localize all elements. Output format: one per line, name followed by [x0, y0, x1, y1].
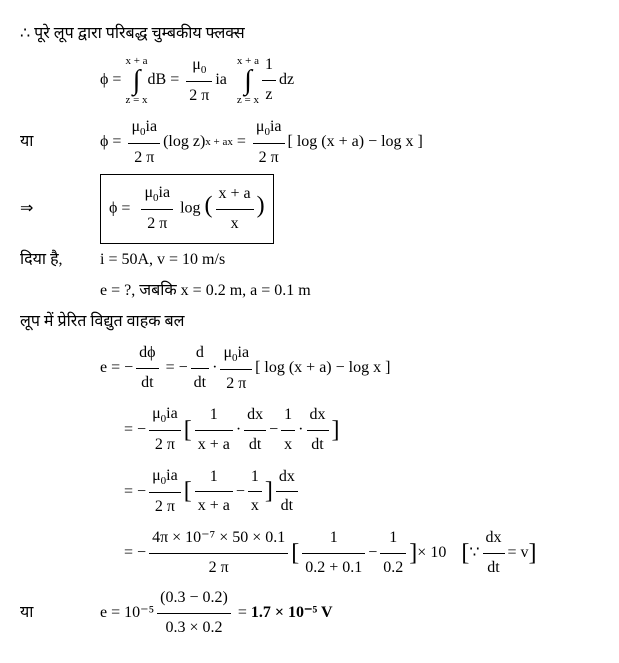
given2: e = ?, जबकि x = 0.2 m, a = 0.1 m — [100, 277, 600, 306]
eq6: =− μ0ia2 π [ 1x + a − 1x ] dxdt — [120, 462, 600, 522]
eq1: ϕ= x + a∫z = x dB= μ02 π ia x + a∫z = x … — [100, 51, 600, 111]
eq5: =− μ0ia2 π [ 1x + a· dxdt − 1x· dxdt ] — [120, 400, 600, 460]
eq2: या ϕ= μ0ia2 π (log z)x + ax = μ0ia2 π [ … — [20, 113, 600, 173]
eq4: e=− dϕdt =− ddt· μ0ia2 π [ log (x + a) −… — [100, 339, 600, 399]
eq7: =− 4π × 10⁻⁷ × 50 × 0.12 π [ 10.2 + 0.1 … — [120, 524, 600, 583]
eq8: या e=10⁻⁵ (0.3 − 0.2)0.3 × 0.2 =1.7 × 10… — [20, 584, 600, 643]
title: ∴ पूरे लूप द्वारा परिबद्ध चुम्बकीय फ्लक्… — [20, 20, 600, 49]
eq3: ⇒ ϕ= μ0ia2 π log (x + ax) — [20, 174, 600, 244]
title2: लूप में प्रेरित विद्युत वाहक बल — [20, 308, 600, 337]
given: दिया है,i = 50A, v = 10 m/s — [20, 246, 600, 275]
